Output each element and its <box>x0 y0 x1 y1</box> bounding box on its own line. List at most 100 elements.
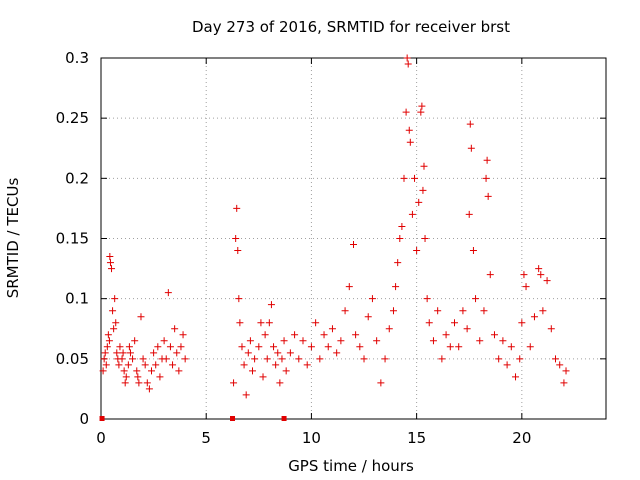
data-point <box>110 325 118 333</box>
data-point <box>459 307 467 315</box>
y-tick-label: 0.2 <box>65 169 89 187</box>
data-point <box>345 283 353 291</box>
data-point <box>535 265 543 273</box>
data-point <box>418 102 426 110</box>
data-point <box>507 343 515 351</box>
data-point <box>129 355 137 363</box>
data-point <box>360 355 368 363</box>
data-point <box>512 373 520 381</box>
data-point <box>303 361 311 369</box>
y-tick-label: 0.25 <box>56 109 89 127</box>
data-point <box>103 343 111 351</box>
y-tick-label: 0.3 <box>65 49 89 67</box>
data-point <box>455 343 463 351</box>
data-point <box>267 301 275 309</box>
data-point <box>469 247 477 255</box>
data-point <box>547 325 555 333</box>
data-point <box>169 361 177 369</box>
data-point <box>337 337 345 345</box>
data-point <box>394 259 402 267</box>
data-point <box>261 331 269 339</box>
data-point <box>442 331 450 339</box>
data-point <box>425 319 433 327</box>
data-point <box>368 295 376 303</box>
y-axis-label: SRMTID / TECUs <box>4 178 22 299</box>
data-point <box>286 349 294 357</box>
data-point <box>411 174 419 182</box>
data-point <box>480 307 488 315</box>
data-point <box>145 385 153 393</box>
data-point <box>246 337 254 345</box>
zero-marker <box>281 416 287 421</box>
data-point <box>398 222 406 230</box>
x-tick-label: 5 <box>201 429 211 447</box>
data-point <box>356 343 364 351</box>
data-point <box>116 343 124 351</box>
data-point <box>244 349 252 357</box>
data-point <box>451 319 458 327</box>
data-point <box>99 367 107 375</box>
data-point <box>152 361 160 369</box>
y-tick-label: 0 <box>79 410 89 428</box>
data-point <box>162 355 170 363</box>
data-point <box>125 343 133 351</box>
data-point <box>560 379 568 387</box>
data-point <box>364 313 372 321</box>
data-point <box>101 349 109 357</box>
data-point <box>556 361 564 369</box>
data-point <box>526 343 534 351</box>
data-point <box>434 307 442 315</box>
data-point <box>404 60 412 68</box>
data-point <box>274 349 282 357</box>
data-point <box>466 120 474 128</box>
data-point <box>429 337 437 345</box>
data-point <box>179 331 187 339</box>
data-point <box>324 343 332 351</box>
data-point <box>446 343 454 351</box>
data-point <box>421 235 429 242</box>
data-point <box>265 319 273 327</box>
data-point <box>126 349 134 357</box>
data-point <box>352 331 360 339</box>
data-point <box>100 355 108 363</box>
zero-marker <box>99 416 105 421</box>
data-point <box>133 367 141 375</box>
data-point <box>121 379 129 387</box>
data-point <box>463 325 471 333</box>
data-point <box>278 355 286 363</box>
grid-layer <box>101 58 606 419</box>
x-tick-label: 0 <box>96 429 106 447</box>
data-point <box>177 343 185 351</box>
data-point <box>113 349 121 357</box>
data-point <box>423 295 431 303</box>
data-point <box>105 337 113 345</box>
data-point <box>232 235 240 242</box>
data-points-layer <box>99 54 570 421</box>
data-point <box>166 343 174 351</box>
data-point <box>143 379 151 387</box>
chart-title: Day 273 of 2016, SRMTID for receiver brs… <box>192 18 510 36</box>
data-point <box>181 355 189 363</box>
data-point <box>400 174 408 182</box>
data-point <box>270 343 278 351</box>
y-tick-label: 0.05 <box>56 350 89 368</box>
data-point <box>111 295 119 303</box>
data-point <box>373 337 381 345</box>
x-axis-label: GPS time / hours <box>288 457 414 475</box>
data-point <box>530 313 538 321</box>
data-point <box>312 319 320 327</box>
y-tick-label: 0.1 <box>65 290 89 308</box>
data-point <box>257 319 265 327</box>
data-point <box>240 361 248 369</box>
data-point <box>562 367 570 375</box>
data-point <box>102 361 110 369</box>
data-point <box>333 349 341 357</box>
data-point <box>522 283 530 291</box>
data-point <box>328 325 336 333</box>
data-point <box>552 355 559 363</box>
x-tick-label: 10 <box>302 429 321 447</box>
data-point <box>291 331 299 339</box>
data-point <box>405 126 413 134</box>
data-point <box>490 331 498 339</box>
data-point <box>233 204 241 212</box>
